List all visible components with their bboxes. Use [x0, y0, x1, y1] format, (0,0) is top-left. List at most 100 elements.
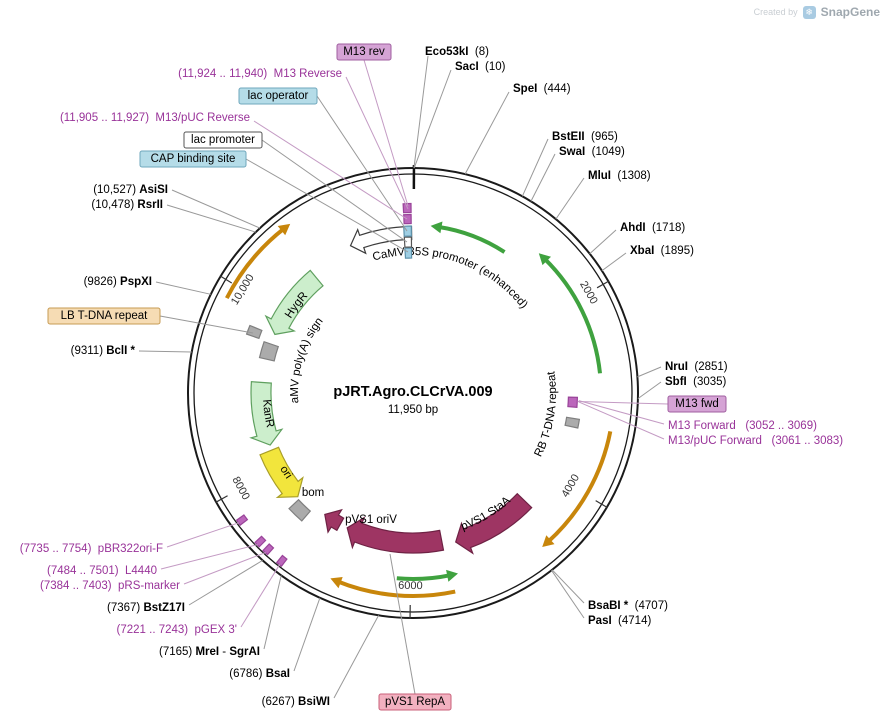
feature-m13-fwd-site[interactable]	[567, 396, 579, 408]
label-rsrii[interactable]: (10,478) RsrII	[91, 199, 163, 211]
label-nrui[interactable]: NruI (2851)	[665, 361, 728, 373]
feature-rb-tdna-repeat[interactable]	[564, 416, 581, 429]
label-pbr322ori-f[interactable]: (7735 .. 7754) pBR322ori-F	[20, 543, 163, 555]
label-pgex-3[interactable]: (7221 .. 7243) pGEX 3'	[117, 624, 237, 636]
callout-line-cap-binding-site-label	[245, 158, 409, 253]
scale-tick-label-4000: 4000	[559, 472, 582, 499]
label-mrei-sgrai[interactable]: (7165) MreI - SgrAI	[159, 646, 260, 658]
scale-tick-label-2000: 2000	[577, 279, 600, 306]
label-lac-operator[interactable]: lac operator	[248, 90, 309, 102]
feature-prs-marker-site[interactable]	[262, 543, 275, 556]
feature-label-ori[interactable]: ori	[277, 464, 294, 481]
label-asisi-part-1: AsiSI	[139, 184, 168, 196]
feature-m13-puc-reverse-site[interactable]	[403, 213, 412, 225]
label-box-pvs1-repa-label[interactable]	[378, 693, 452, 711]
label-bsabi[interactable]: BsaBI * (4707)	[588, 600, 668, 612]
callout-line-m13-forward	[578, 400, 665, 425]
feature-pvs1-repa[interactable]	[346, 516, 445, 554]
label-m13-reverse[interactable]: (11,924 .. 11,940) M13 Reverse	[178, 68, 342, 80]
label-cap-binding-site-label[interactable]: CAP binding site	[151, 153, 236, 165]
callout-line-pgex-3	[240, 564, 281, 628]
created-by-text: Created by	[753, 7, 798, 17]
label-m13-forward[interactable]: M13 Forward (3052 .. 3069)	[668, 420, 817, 432]
label-bsai[interactable]: (6786) BsaI	[229, 668, 290, 680]
label-box-cap-binding-site-label[interactable]	[139, 150, 247, 168]
label-box-m13-rev[interactable]	[336, 43, 392, 61]
label-mlui[interactable]: MluI (1308)	[588, 170, 651, 182]
label-l4440[interactable]: (7484 .. 7501) L4440	[47, 565, 157, 577]
feature-orange-arc-top-left[interactable]	[225, 227, 286, 300]
label-pasi[interactable]: PasI (4714)	[588, 615, 651, 627]
label-box-lb-tdna-repeat-label[interactable]	[47, 307, 161, 325]
feature-orange-arc-right[interactable]	[546, 431, 613, 544]
label-pspxi[interactable]: (9826) PspXI	[84, 276, 152, 288]
label-sbfi-part-0: SbfI	[665, 376, 687, 388]
feature-pvs1-staa[interactable]	[454, 492, 533, 555]
feature-hygr[interactable]	[264, 269, 324, 336]
feature-pbr322ori-f-site[interactable]	[235, 514, 249, 526]
label-xbai-part-1: (1895)	[654, 245, 694, 257]
label-prs-marker[interactable]: (7384 .. 7403) pRS-marker	[40, 580, 180, 592]
watermark: Created by ❄ SnapGene	[754, 5, 880, 19]
feature-kanr[interactable]	[249, 381, 284, 446]
feature-lb-tdna-repeat[interactable]	[245, 324, 263, 340]
label-l4440-part-0: (7484 .. 7501) L4440	[47, 565, 157, 577]
feature-orf-green-top-arrowhead	[430, 221, 443, 234]
feature-lac-promoter-site[interactable]	[403, 236, 413, 248]
feature-orf-green-bottom[interactable]	[396, 573, 451, 581]
label-asisi[interactable]: (10,527) AsiSI	[93, 184, 168, 196]
label-xbai[interactable]: XbaI (1895)	[630, 245, 694, 257]
feature-cap-binding-site[interactable]	[404, 247, 413, 259]
label-spei[interactable]: SpeI (444)	[513, 83, 571, 95]
label-saci[interactable]: SacI (10)	[455, 61, 506, 73]
callout-line-lac-promoter	[261, 139, 408, 243]
label-box-lac-promoter[interactable]	[183, 131, 263, 149]
label-swai[interactable]: SwaI (1049)	[559, 146, 625, 158]
callout-line-bsteii	[521, 138, 549, 197]
label-pasi-part-1: (4714)	[612, 615, 652, 627]
callout-line-pasi	[551, 570, 585, 619]
label-bsteii[interactable]: BstEII (965)	[552, 131, 618, 143]
label-nrui-part-0: NruI	[665, 361, 688, 373]
feature-label-rb-tdna-repeat[interactable]: RB T-DNA repeat	[533, 370, 559, 459]
feature-label-bom[interactable]: bom	[302, 487, 324, 499]
scale-tick-8000	[215, 495, 228, 504]
label-xbai-part-0: XbaI	[630, 245, 654, 257]
label-box-m13-fwd[interactable]	[667, 395, 727, 413]
feature-pvs1-oriv[interactable]	[324, 508, 345, 534]
label-m13-puc-reverse[interactable]: (11,905 .. 11,927) M13/pUC Reverse	[60, 112, 250, 124]
callout-line-m13-rev	[363, 59, 409, 207]
feature-pgex-3-site[interactable]	[275, 554, 288, 568]
feature-orange-arc-top-left-arrowhead	[277, 223, 291, 236]
callout-line-bsiwi	[333, 615, 380, 699]
feature-orf-green-top[interactable]	[437, 224, 506, 254]
label-lac-promoter[interactable]: lac promoter	[191, 134, 255, 146]
feature-bom[interactable]	[288, 498, 312, 522]
feature-ori[interactable]	[259, 446, 304, 498]
feature-orf-green-right[interactable]	[543, 257, 602, 374]
feature-label-text-ori: ori	[277, 464, 294, 481]
label-m13-rev[interactable]: M13 rev	[343, 46, 385, 58]
label-box-lac-operator[interactable]	[238, 87, 318, 105]
feature-label-pvs1-oriv[interactable]: pVS1 oriV	[345, 514, 397, 526]
label-m13-puc-forward[interactable]: M13/pUC Forward (3061 .. 3083)	[668, 435, 843, 447]
label-m13-fwd[interactable]: M13 fwd	[675, 398, 718, 410]
label-eco53ki[interactable]: Eco53kI (8)	[425, 46, 489, 58]
feature-label-camv-35s-promoter[interactable]: CaMV 35S promoter (enhanced)	[371, 246, 530, 311]
label-mrei-sgrai-part-3: SgrAI	[229, 646, 260, 658]
label-pvs1-repa-label[interactable]: pVS1 RepA	[385, 696, 445, 708]
label-bsiwi[interactable]: (6267) BsiWI	[262, 696, 330, 708]
feature-camv-35s-promoter[interactable]	[349, 225, 413, 255]
feature-label-kanr[interactable]: KanR	[260, 399, 276, 429]
feature-l4440-site[interactable]	[254, 535, 267, 548]
label-lb-tdna-repeat-label[interactable]: LB T-DNA repeat	[61, 310, 149, 322]
label-ahdi[interactable]: AhdI (1718)	[620, 222, 685, 234]
label-m13-forward-part-0: M13 Forward (3052 .. 3069)	[668, 420, 817, 432]
label-mlui-part-0: MluI	[588, 170, 611, 182]
label-sbfi[interactable]: SbfI (3035)	[665, 376, 727, 388]
callout-line-lac-operator	[316, 95, 408, 232]
feature-orange-arc-bottom[interactable]	[336, 579, 456, 599]
label-bstz17i[interactable]: (7367) BstZ17I	[107, 602, 185, 614]
label-bcli[interactable]: (9311) BclI *	[71, 345, 136, 357]
feature-camv-polya-signal[interactable]	[258, 340, 280, 362]
